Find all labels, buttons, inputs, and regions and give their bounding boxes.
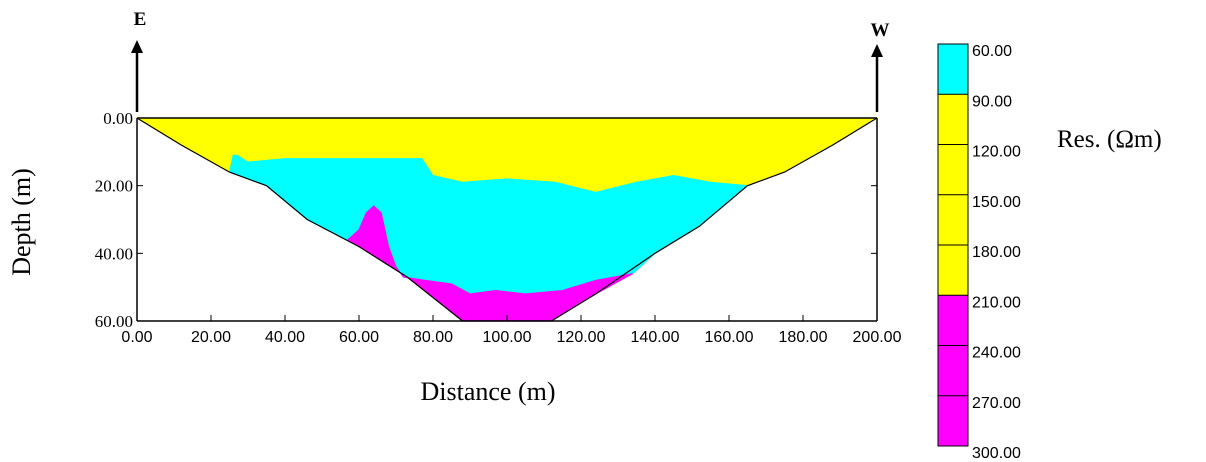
- east-arrow-head-icon: [131, 40, 143, 53]
- x-axis-label: Distance (m): [420, 377, 555, 406]
- y-axis-label: Depth (m): [7, 168, 36, 276]
- x-tick-label: 180.00: [779, 329, 828, 346]
- colorbar-title: Res. (Ωm): [1057, 126, 1162, 153]
- colorbar-tick-label: 60.00: [972, 43, 1012, 60]
- y-tick-label: 20.00: [95, 177, 133, 196]
- colorbar-tick-label: 90.00: [972, 93, 1012, 110]
- x-tick-label: 0.00: [121, 329, 152, 346]
- x-tick-label: 100.00: [483, 329, 532, 346]
- y-tick-label: 40.00: [95, 244, 133, 263]
- x-tick-label: 20.00: [191, 329, 231, 346]
- resistivity-colorbar: 60.00 90.00 120.00 150.00 180.00 210.00 240.00…: [937, 43, 1021, 462]
- direction-label-west: W: [871, 20, 890, 41]
- colorbar-tick-label: 120.00: [972, 144, 1021, 161]
- x-tick-label: 200.00: [853, 329, 902, 346]
- colorbar-band-210-300: [938, 295, 968, 446]
- colorbar-tick-label: 210.00: [972, 294, 1021, 311]
- x-tick-label: 80.00: [413, 329, 453, 346]
- colorbar-tick-label: 180.00: [972, 244, 1021, 261]
- colorbar-band-60-90: [938, 44, 968, 95]
- y-tick-label: 0.00: [103, 109, 133, 128]
- colorbar-tick-label: 150.00: [972, 194, 1021, 211]
- direction-label-east: E: [134, 9, 147, 30]
- colorbar-tick-label: 270.00: [972, 395, 1021, 412]
- west-arrow-head-icon: [871, 44, 883, 57]
- x-tick-label: 160.00: [705, 329, 754, 346]
- x-tick-label: 140.00: [631, 329, 680, 346]
- colorbar-tick-label: 240.00: [972, 345, 1021, 362]
- y-tick-label: 60.00: [95, 312, 133, 331]
- x-tick-label: 120.00: [557, 329, 606, 346]
- x-tick-label: 40.00: [265, 329, 305, 346]
- section-plot: [135, 117, 879, 322]
- plot-axes: 0.00 20.00 40.00 60.00 80.00 100.00 120.00 140.…: [95, 40, 902, 346]
- colorbar-tick-label: 300.00: [972, 445, 1021, 462]
- x-tick-label: 60.00: [339, 329, 379, 346]
